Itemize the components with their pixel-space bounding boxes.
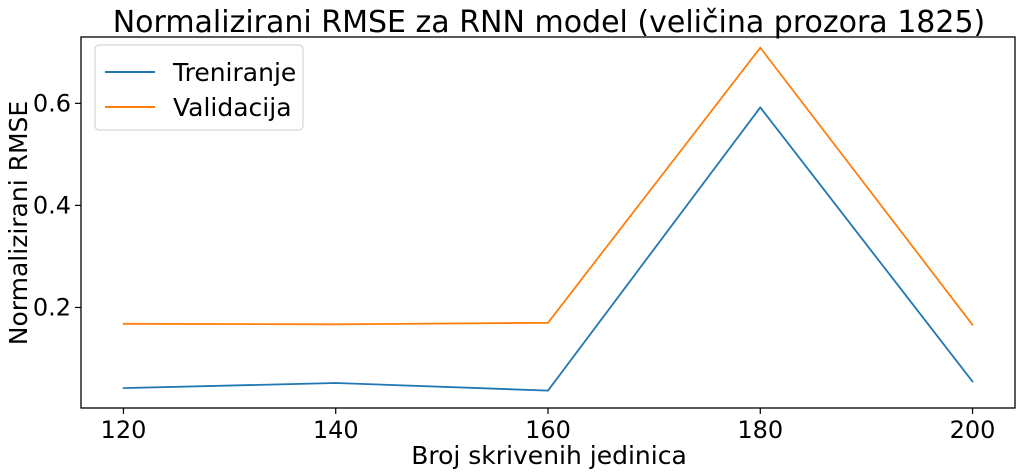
x-tick-label: 140 [313,416,359,444]
y-tick-label: 0.4 [33,191,71,219]
y-tick-label: 0.6 [33,89,71,117]
x-tick-label: 200 [950,416,996,444]
data-point [759,46,762,49]
x-tick-label: 160 [525,416,571,444]
y-tick-label: 0.2 [33,293,71,321]
series-line-treniranje [123,106,974,392]
x-tick-label: 180 [737,416,783,444]
x-axis-label: Broj skrivenih jedinica [411,441,687,470]
x-axis-ticks: 120 140 160 180 200 [101,408,996,444]
data-point [334,382,337,384]
data-point [122,322,125,325]
legend-label-treniranje: Treniranje [172,58,296,87]
legend: Treniranje Validacija [94,44,304,131]
legend-box [94,44,304,131]
data-point [547,321,549,324]
data-point [971,380,974,383]
data-point [759,106,762,109]
plot-lines [122,46,974,392]
y-axis-ticks: 0.2 0.4 0.6 [33,89,81,321]
legend-label-validacija: Validacija [173,93,292,122]
data-point [122,387,125,389]
data-point [547,389,549,392]
chart-title: Normalizirani RMSE za RNN model (veličin… [113,5,986,40]
data-point [334,323,337,326]
x-tick-label: 120 [101,416,147,444]
data-point [971,323,974,326]
y-axis-label: Normalizirani RMSE [4,101,33,345]
